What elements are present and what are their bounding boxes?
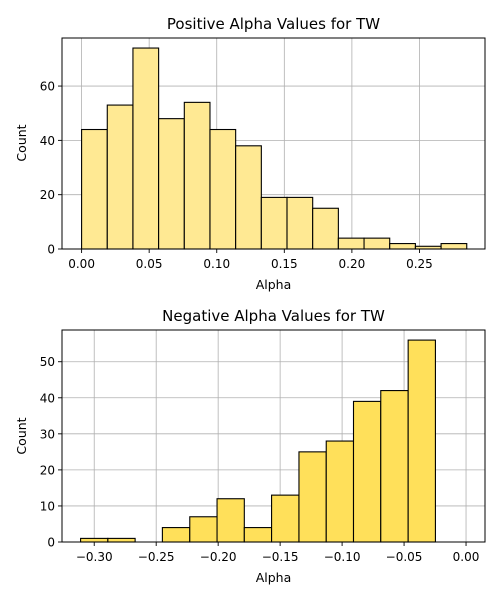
x-tick-label: −0.30 — [76, 550, 113, 564]
histogram-bar — [216, 498, 245, 543]
histogram-bar — [158, 118, 185, 250]
histogram-bar — [312, 207, 339, 250]
x-tick-label: 0.00 — [68, 257, 95, 271]
histogram-bar — [183, 101, 211, 250]
histogram-bar — [107, 537, 136, 543]
x-tick-label: 0.10 — [203, 257, 230, 271]
histogram-bar — [337, 237, 365, 250]
histogram-bar — [325, 440, 355, 543]
x-tick-label: 0.00 — [453, 550, 480, 564]
chart-title: Negative Alpha Values for TW — [162, 307, 385, 325]
y-tick-label: 50 — [40, 355, 55, 369]
y-tick-label: 60 — [40, 80, 55, 94]
y-tick-label: 10 — [40, 499, 55, 513]
histogram-bar — [161, 527, 191, 543]
x-tick-label: −0.15 — [262, 550, 299, 564]
x-tick-label: −0.05 — [386, 550, 423, 564]
x-tick-label: 0.20 — [339, 257, 366, 271]
y-tick-label: 0 — [47, 536, 55, 550]
positive-alpha-histogram: Positive Alpha Values for TW Alpha Count… — [14, 15, 486, 292]
histogram-bar — [260, 196, 288, 250]
histogram-bar — [189, 516, 218, 543]
y-tick-label: 20 — [40, 463, 55, 477]
x-axis-label: Alpha — [256, 277, 292, 292]
histogram-bar — [352, 400, 382, 543]
histogram-bar — [298, 451, 327, 543]
histogram-bar — [80, 537, 109, 543]
histogram-bar — [243, 527, 273, 543]
histogram-bar — [380, 390, 409, 543]
x-axis-label: Alpha — [256, 570, 292, 585]
plot-frame — [61, 329, 486, 543]
histogram-bar — [106, 104, 134, 250]
histogram-bar — [271, 494, 300, 543]
x-tick-label: −0.20 — [200, 550, 237, 564]
histogram-bar — [440, 243, 468, 250]
histogram-bar — [209, 128, 237, 250]
chart-title: Positive Alpha Values for TW — [167, 15, 380, 33]
y-axis-label: Count — [14, 124, 29, 161]
histogram-bar — [81, 128, 108, 250]
histogram-bar — [389, 243, 416, 250]
y-tick-label: 0 — [47, 243, 55, 257]
x-tick-label: 0.25 — [406, 257, 433, 271]
y-tick-label: 20 — [40, 188, 55, 202]
histogram-bar — [363, 237, 391, 250]
negative-alpha-histogram: Negative Alpha Values for TW Alpha Count… — [14, 307, 486, 585]
y-tick-label: 30 — [40, 427, 55, 441]
x-tick-label: −0.10 — [324, 550, 361, 564]
x-tick-label: −0.25 — [138, 550, 175, 564]
x-tick-label: 0.05 — [136, 257, 163, 271]
histogram-bar — [235, 145, 262, 250]
histogram-bar — [286, 196, 314, 250]
x-tick-label: 0.15 — [271, 257, 298, 271]
y-tick-label: 40 — [40, 134, 55, 148]
y-axis-label: Count — [14, 417, 29, 454]
y-tick-label: 40 — [40, 391, 55, 405]
plot-frame — [61, 37, 486, 250]
histogram-bar — [132, 47, 160, 250]
histogram-bar — [407, 339, 436, 543]
